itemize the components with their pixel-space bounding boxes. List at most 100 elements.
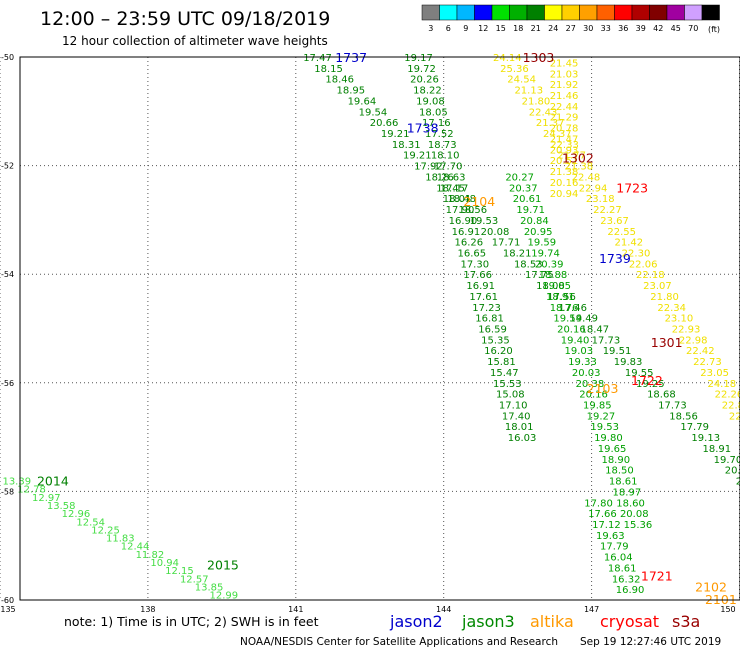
map-frame xyxy=(19,56,740,601)
scale-unit: (ft) xyxy=(708,25,720,34)
wave-height-value: 17.79 xyxy=(600,542,629,553)
wave-height-value: 20.27 xyxy=(505,172,534,183)
wave-height-value: 17.30 xyxy=(460,259,489,270)
wave-height-value: 19.63 xyxy=(596,531,625,542)
wave-height-value: 12.25 xyxy=(91,525,120,536)
wave-height-value: 12.54 xyxy=(76,517,105,528)
wave-height-value: 13.58 xyxy=(47,501,76,512)
wave-height-value: 22.27 xyxy=(593,205,622,216)
wave-height-value: 12.96 xyxy=(62,509,91,520)
wave-height-value: 19.40 xyxy=(561,335,590,346)
pass-time-label: 2101 xyxy=(705,592,737,607)
track-time-labels: 1737173813031302172321041739130117222103… xyxy=(37,50,737,607)
wave-height-value: 22.85 xyxy=(729,411,740,422)
wave-height-value: 12.99 xyxy=(210,591,239,602)
wave-height-value: 17.40 xyxy=(502,411,531,422)
wave-height-value: 22.48 xyxy=(572,172,601,183)
satellite-legend-altika: altika xyxy=(530,612,574,631)
wave-height-value: 24.37 xyxy=(543,129,572,140)
wave-height-value: 24.54 xyxy=(507,75,536,86)
wave-height-value: 15.53 xyxy=(493,379,522,390)
wave-height-value: 22.18 xyxy=(636,270,665,281)
wave-height-value: 22.06 xyxy=(629,259,658,270)
wave-height-value: 22.94 xyxy=(579,183,608,194)
wave-height-value: 17.73 xyxy=(658,401,687,412)
wave-height-value: 17.52 xyxy=(425,129,454,140)
wave-height-value: 16.81 xyxy=(475,314,504,325)
scale-swatch xyxy=(439,4,458,21)
wave-height-value: 16.32 xyxy=(612,574,641,585)
scale-label: 30 xyxy=(583,24,593,33)
scale-label: 36 xyxy=(618,24,628,33)
wave-height-value: 23.07 xyxy=(643,281,672,292)
wave-height-value: 18.21 xyxy=(503,248,532,259)
lon-tick-label: 135 xyxy=(0,605,15,614)
scale-label: 70 xyxy=(688,24,698,33)
scale-label: 3 xyxy=(428,24,433,33)
wave-height-value: 23.10 xyxy=(665,314,694,325)
wave-height-value: 18.56 xyxy=(669,411,698,422)
wave-height-value: 19.83 xyxy=(614,357,643,368)
wave-height-value: 12.78 xyxy=(17,485,46,496)
wave-height-value: 21.03 xyxy=(550,69,579,80)
color-scale-legend: 3 6 9 12 15 18 21 24 27 30 33 36 39 42 45 70 xyxy=(421,4,720,33)
page-title: 12:00 – 23:59 UTC 09/18/2019 xyxy=(40,8,330,30)
wave-height-value: 15.47 xyxy=(490,368,519,379)
wave-height-value: 21.38 xyxy=(550,167,579,178)
wave-height-value: 21.29 xyxy=(550,113,579,124)
track-b: 19.1719.7220.2618.2219.0818.0517.1617.52… xyxy=(404,53,536,444)
pass-time-label: 1723 xyxy=(616,180,648,195)
wave-height-value: 13.85 xyxy=(195,582,224,593)
scale-label: 39 xyxy=(636,24,646,33)
wave-height-value: 23.67 xyxy=(600,216,629,227)
wave-height-value: 16.65 xyxy=(458,248,487,259)
wave-height-value: 17.46 xyxy=(558,303,587,314)
wave-height-value: 22.34 xyxy=(657,303,686,314)
wave-height-value: 23.18 xyxy=(586,194,615,205)
wave-height-value: 24.18 xyxy=(707,379,736,390)
wave-height-value: 18.73 xyxy=(428,140,457,151)
wave-height-value: 16.91 xyxy=(466,281,495,292)
wave-height-value: 20.99 xyxy=(736,477,740,488)
scale-label: 24 xyxy=(548,24,558,33)
wave-height-value: 18.63 xyxy=(437,172,466,183)
lat-tick-label: -52 xyxy=(1,162,14,171)
satellite-legend: jason2 jason3 altika cryosat s3a xyxy=(389,612,700,631)
wave-height-value: 12.44 xyxy=(121,542,150,553)
wave-height-value: 17.92 xyxy=(414,162,443,173)
track-e: 21.4521.0321.9221.4622.4421.2920.7821.47… xyxy=(550,58,579,199)
wave-height-value: 19.54 xyxy=(553,314,582,325)
wave-height-value: 18.56 xyxy=(458,205,487,216)
wave-height-value: 17.71 xyxy=(492,238,521,249)
wave-height-value: 20.94 xyxy=(550,189,579,200)
wave-height-value: 18.22 xyxy=(413,86,442,97)
scale-label: 42 xyxy=(653,24,663,33)
wave-height-value: 18.26 xyxy=(425,172,454,183)
scale-label: 12 xyxy=(478,24,488,33)
wave-height-value: 20.08 xyxy=(481,227,510,238)
wave-height-value: 20.26 xyxy=(410,75,439,86)
lon-tick-label: 144 xyxy=(436,605,451,614)
wave-height-value: 20.03 xyxy=(572,368,601,379)
scale-swatch xyxy=(631,4,650,21)
wave-height-value: 19.21 xyxy=(381,129,410,140)
wave-height-value: 12.57 xyxy=(180,574,209,585)
wave-height-value: 21.38 xyxy=(564,162,593,173)
wave-height-value: 18.90 xyxy=(601,455,630,466)
wave-height-value: 17.17 xyxy=(440,183,469,194)
wave-height-value: 20.66 xyxy=(370,118,399,129)
wave-height-value: 24.14 xyxy=(493,53,522,64)
wave-height-value: 16.59 xyxy=(478,325,507,336)
wave-height-value: 18.50 xyxy=(605,466,634,477)
wave-height-value: 19.53 xyxy=(590,422,619,433)
scale-swatch xyxy=(421,4,440,21)
wave-height-value: 17.70 xyxy=(434,162,463,173)
wave-height-value: 19.49 xyxy=(569,314,598,325)
satellite-legend-s3a: s3a xyxy=(672,612,700,631)
wave-height-value: 22.30 xyxy=(622,248,651,259)
wave-height-value: 19.55 xyxy=(625,368,654,379)
wave-height-value: 18.97 xyxy=(613,487,642,498)
wave-height-value: 11.83 xyxy=(106,534,135,545)
footer-credit: NOAA/NESDIS Center for Satellite Applica… xyxy=(240,636,558,648)
